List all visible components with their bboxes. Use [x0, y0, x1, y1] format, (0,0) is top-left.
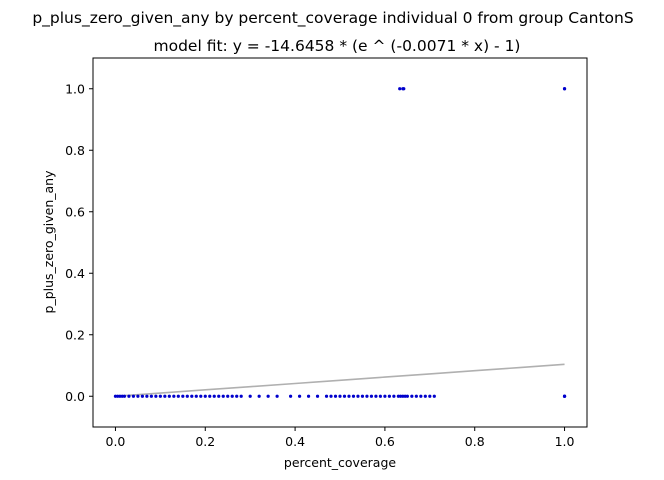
data-point — [239, 394, 243, 398]
x-tick-label: 0.4 — [285, 434, 305, 449]
data-point — [562, 87, 567, 91]
data-point — [208, 394, 212, 398]
data-point — [398, 87, 402, 91]
data-point — [306, 394, 311, 398]
data-point — [127, 394, 131, 398]
data-point — [203, 394, 207, 398]
data-point — [230, 394, 234, 398]
data-point — [122, 394, 127, 398]
data-point — [113, 394, 118, 398]
data-point — [172, 394, 176, 398]
y-tick-label: 0.2 — [65, 327, 85, 342]
data-point — [190, 394, 194, 398]
data-point — [248, 394, 252, 398]
data-point — [297, 394, 302, 398]
plot-frame — [92, 57, 588, 428]
chart-subtitle: model fit: y = -14.6458 * (e ^ (-0.0071 … — [154, 37, 521, 55]
data-point — [347, 394, 351, 398]
data-point — [140, 394, 144, 398]
data-point — [136, 394, 140, 398]
fit-line — [115, 363, 565, 398]
data-point — [181, 394, 185, 398]
data-point — [403, 394, 407, 398]
data-point — [374, 394, 378, 398]
data-point — [405, 394, 409, 398]
y-tick-label: 0.0 — [65, 389, 85, 404]
data-point — [235, 394, 239, 398]
data-point — [221, 394, 225, 398]
y-tick-label: 0.8 — [65, 143, 85, 158]
data-point — [131, 394, 136, 398]
data-point — [383, 394, 387, 398]
x-tick-label: 0.0 — [106, 434, 126, 449]
data-point — [329, 394, 333, 398]
fit-line-layer — [115, 363, 565, 398]
data-point — [351, 394, 356, 398]
data-point — [145, 394, 149, 398]
data-point — [402, 87, 406, 91]
data-point — [342, 394, 347, 398]
data-point — [360, 394, 365, 398]
data-point — [432, 394, 436, 398]
x-tick-label: 0.8 — [465, 434, 485, 449]
chart-title: p_plus_zero_given_any by percent_coverag… — [32, 9, 633, 28]
data-point — [118, 394, 122, 398]
data-point — [266, 394, 270, 398]
data-point — [333, 394, 338, 398]
data-point — [428, 394, 432, 398]
x-tick-label: 1.0 — [555, 434, 575, 449]
data-point — [199, 394, 203, 398]
data-point — [378, 394, 383, 398]
data-point — [401, 394, 405, 398]
points-layer — [113, 87, 567, 398]
data-point — [163, 394, 167, 398]
data-point — [365, 394, 369, 398]
x-tick-label: 0.2 — [195, 434, 215, 449]
data-point — [226, 394, 230, 398]
data-point — [396, 394, 400, 398]
y-tick-label: 0.6 — [65, 204, 85, 219]
x-axis-ticks: 0.0 0.2 0.4 0.6 0.8 1.0 — [106, 427, 575, 449]
data-point — [194, 394, 198, 398]
data-point — [176, 394, 180, 398]
data-point — [414, 394, 418, 398]
data-point — [116, 394, 120, 398]
data-point — [158, 394, 162, 398]
x-tick-label: 0.6 — [375, 434, 395, 449]
data-point — [167, 394, 171, 398]
data-point — [423, 394, 427, 398]
data-point — [275, 394, 279, 398]
data-point — [217, 394, 221, 398]
data-point — [185, 394, 189, 398]
x-axis-label: percent_coverage — [284, 455, 396, 470]
data-point — [120, 394, 124, 398]
data-point — [419, 394, 423, 398]
data-point — [562, 394, 567, 398]
data-point — [212, 394, 216, 398]
data-point — [338, 394, 342, 398]
y-tick-label: 0.4 — [65, 266, 85, 281]
y-axis-label: p_plus_zero_given_any — [41, 170, 56, 314]
data-point — [154, 394, 158, 398]
data-point — [356, 394, 360, 398]
data-point — [399, 394, 403, 398]
y-axis-ticks: 0.0 0.2 0.4 0.6 0.8 1.0 — [65, 81, 93, 404]
data-point — [392, 394, 396, 398]
data-point — [410, 394, 414, 398]
data-point — [387, 394, 391, 398]
data-point — [149, 394, 153, 398]
data-point — [257, 394, 261, 398]
y-tick-label: 1.0 — [65, 81, 85, 96]
data-point — [324, 394, 329, 398]
data-point — [315, 394, 320, 398]
data-point — [289, 394, 293, 398]
data-point — [369, 394, 374, 398]
